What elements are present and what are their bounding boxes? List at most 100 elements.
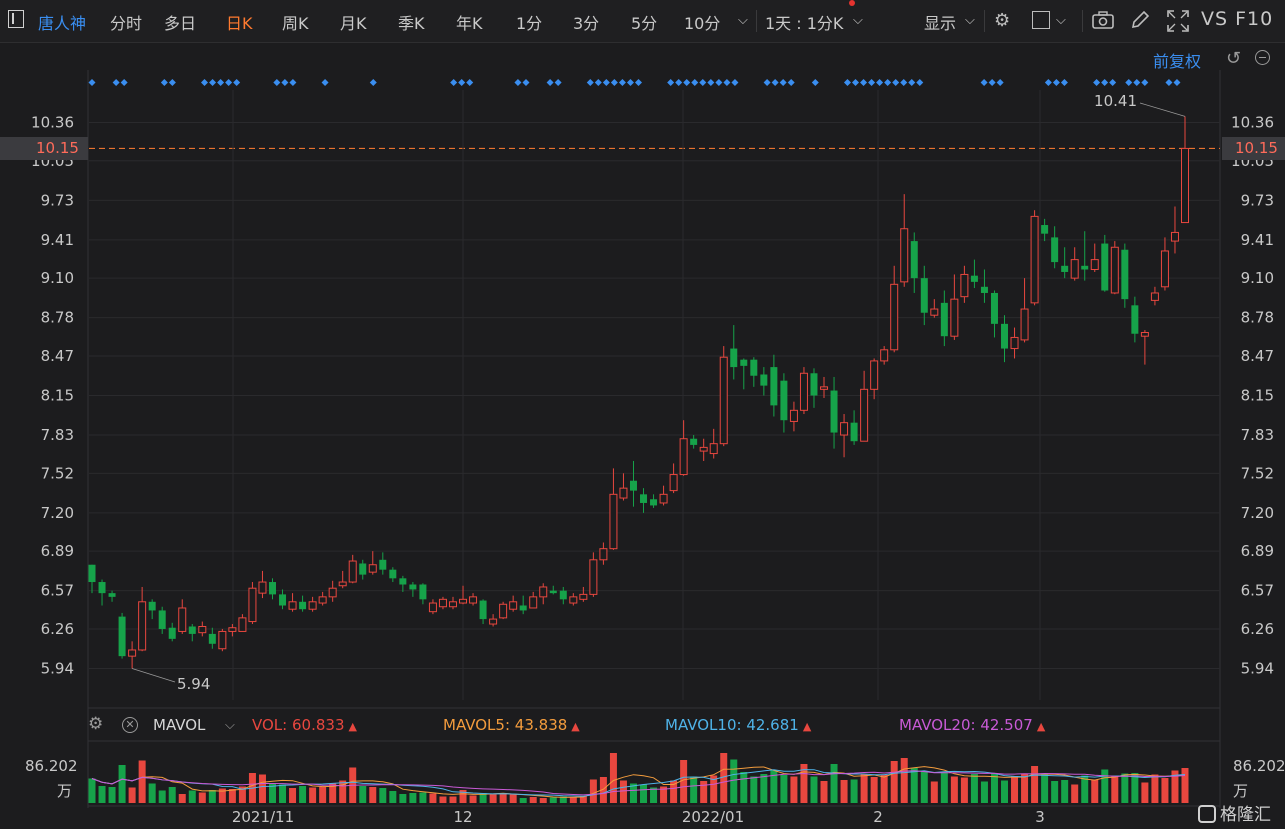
- candle-body-up: [840, 422, 849, 436]
- volume-axis-top-right: 86.202: [1233, 757, 1285, 775]
- divider: [984, 10, 985, 32]
- tab-weekly-k[interactable]: 周K: [282, 14, 309, 33]
- tab-5min[interactable]: 5分: [631, 14, 658, 33]
- candle-body-down: [1051, 237, 1059, 263]
- event-marker-icon: [884, 79, 892, 86]
- price-tick-label-left: 6.26: [41, 620, 74, 638]
- undo-icon[interactable]: ↺: [1226, 48, 1242, 69]
- candle-body-down: [1041, 225, 1049, 234]
- volume-bar: [489, 794, 497, 803]
- mavol10-value: 42.681: [746, 716, 799, 734]
- indicator-dropdown-icon[interactable]: ⌵: [225, 718, 235, 733]
- volume-bar: [920, 771, 928, 803]
- minimize-icon[interactable]: [1255, 50, 1270, 65]
- high-annotation-line: [1139, 102, 1186, 117]
- event-marker-icon: [699, 79, 707, 86]
- volume-bar: [680, 760, 688, 803]
- indicator-settings-icon[interactable]: ⚙: [88, 714, 104, 734]
- display-menu[interactable]: 显示: [924, 14, 957, 33]
- price-adjust-selector[interactable]: 前复权: [1153, 52, 1202, 71]
- candle-body-up: [368, 564, 377, 573]
- period-dropdown-icon[interactable]: ⌵: [738, 13, 748, 28]
- volume-bar: [399, 794, 407, 803]
- tab-monthly-k[interactable]: 月K: [340, 14, 367, 33]
- candle-body-up: [960, 273, 969, 298]
- vs-f10-button[interactable]: VS F10: [1201, 8, 1274, 30]
- tab-3min[interactable]: 3分: [573, 14, 600, 33]
- event-marker-icon: [635, 79, 642, 86]
- camera-icon[interactable]: [1092, 11, 1114, 29]
- candle-body-up: [308, 601, 317, 610]
- volume-bar: [660, 786, 668, 803]
- pencil-icon[interactable]: [1130, 10, 1150, 30]
- volume-bar: [1161, 778, 1169, 803]
- tab-1min[interactable]: 1分: [516, 14, 543, 33]
- tab-yearly-k[interactable]: 年K: [456, 14, 483, 33]
- volume-bar: [118, 765, 126, 803]
- event-marker-icon: [466, 79, 474, 86]
- tab-daily-k[interactable]: 日K: [226, 14, 253, 33]
- event-marker-icon: [771, 79, 779, 86]
- volume-bar: [569, 797, 577, 803]
- candle-body-up: [579, 593, 588, 600]
- candle-body-down: [850, 422, 858, 442]
- layout-dropdown-icon[interactable]: ⌵: [1056, 13, 1066, 28]
- event-marker-icon: [1133, 79, 1141, 86]
- event-marker-icon: [112, 79, 120, 86]
- tab-duori[interactable]: 多日: [164, 14, 197, 33]
- price-tick-label-left: 10.36: [31, 114, 74, 132]
- event-marker-icon: [168, 79, 176, 86]
- candle-body-up: [469, 596, 478, 604]
- event-marker-icon: [667, 79, 675, 86]
- candle-body-up: [1181, 147, 1189, 224]
- candle-body-down: [519, 605, 527, 611]
- multi-period-selector[interactable]: 1天 : 1分K: [765, 14, 844, 33]
- volume-bar: [1041, 774, 1049, 803]
- candle-body-down: [188, 626, 196, 634]
- up-arrow-icon: ▲: [1036, 720, 1046, 733]
- volume-bar: [279, 784, 287, 803]
- multi-period-dropdown-icon[interactable]: ⌵: [853, 13, 863, 28]
- event-marker-icon: [514, 79, 522, 86]
- volume-bar: [670, 780, 678, 803]
- indicator-close-icon[interactable]: ✕: [122, 717, 138, 733]
- candle-body-up: [428, 602, 437, 613]
- price-tick-label-left: 8.47: [41, 347, 74, 365]
- tab-fenshi[interactable]: 分时: [110, 14, 143, 33]
- candle-body-down: [108, 593, 116, 597]
- tab-10min[interactable]: 10分: [684, 14, 721, 33]
- candle-body-up: [880, 349, 889, 362]
- price-tick-label-left: 9.10: [41, 269, 74, 287]
- candle-body-up: [890, 283, 899, 351]
- divider: [756, 10, 757, 32]
- volume-bar: [1171, 770, 1179, 803]
- event-marker-icon: [691, 79, 699, 86]
- event-marker-icon: [88, 79, 96, 86]
- volume-bar: [319, 787, 327, 803]
- event-marker-icon: [1052, 79, 1060, 86]
- notification-dot: [849, 0, 855, 6]
- layout-box-icon[interactable]: [1032, 11, 1050, 29]
- volume-bar: [940, 772, 948, 803]
- volume-bar: [640, 784, 648, 803]
- stock-name[interactable]: 唐人神: [38, 14, 87, 33]
- fullscreen-icon[interactable]: [1167, 10, 1189, 32]
- volume-bar: [409, 793, 417, 803]
- event-marker-icon: [618, 79, 626, 86]
- settings-gear-icon[interactable]: ⚙: [994, 10, 1011, 31]
- price-tick-label-left: 7.52: [41, 464, 74, 482]
- tab-quarterly-k[interactable]: 季K: [398, 14, 425, 33]
- indicator-name[interactable]: MAVOL: [153, 716, 206, 734]
- volume-bar: [238, 786, 246, 803]
- candle-body-up: [1140, 332, 1149, 337]
- volume-bar: [1091, 779, 1099, 803]
- volume-bar: [419, 792, 427, 803]
- candle-body-down: [1121, 249, 1129, 300]
- high-annotation-label: 10.41: [1094, 92, 1137, 110]
- candle-body-up: [499, 603, 508, 619]
- watermark: 格隆汇: [1198, 800, 1271, 825]
- event-marker-icon: [233, 79, 241, 86]
- event-marker-icon: [763, 79, 771, 86]
- sidebar-toggle-icon[interactable]: [8, 10, 24, 28]
